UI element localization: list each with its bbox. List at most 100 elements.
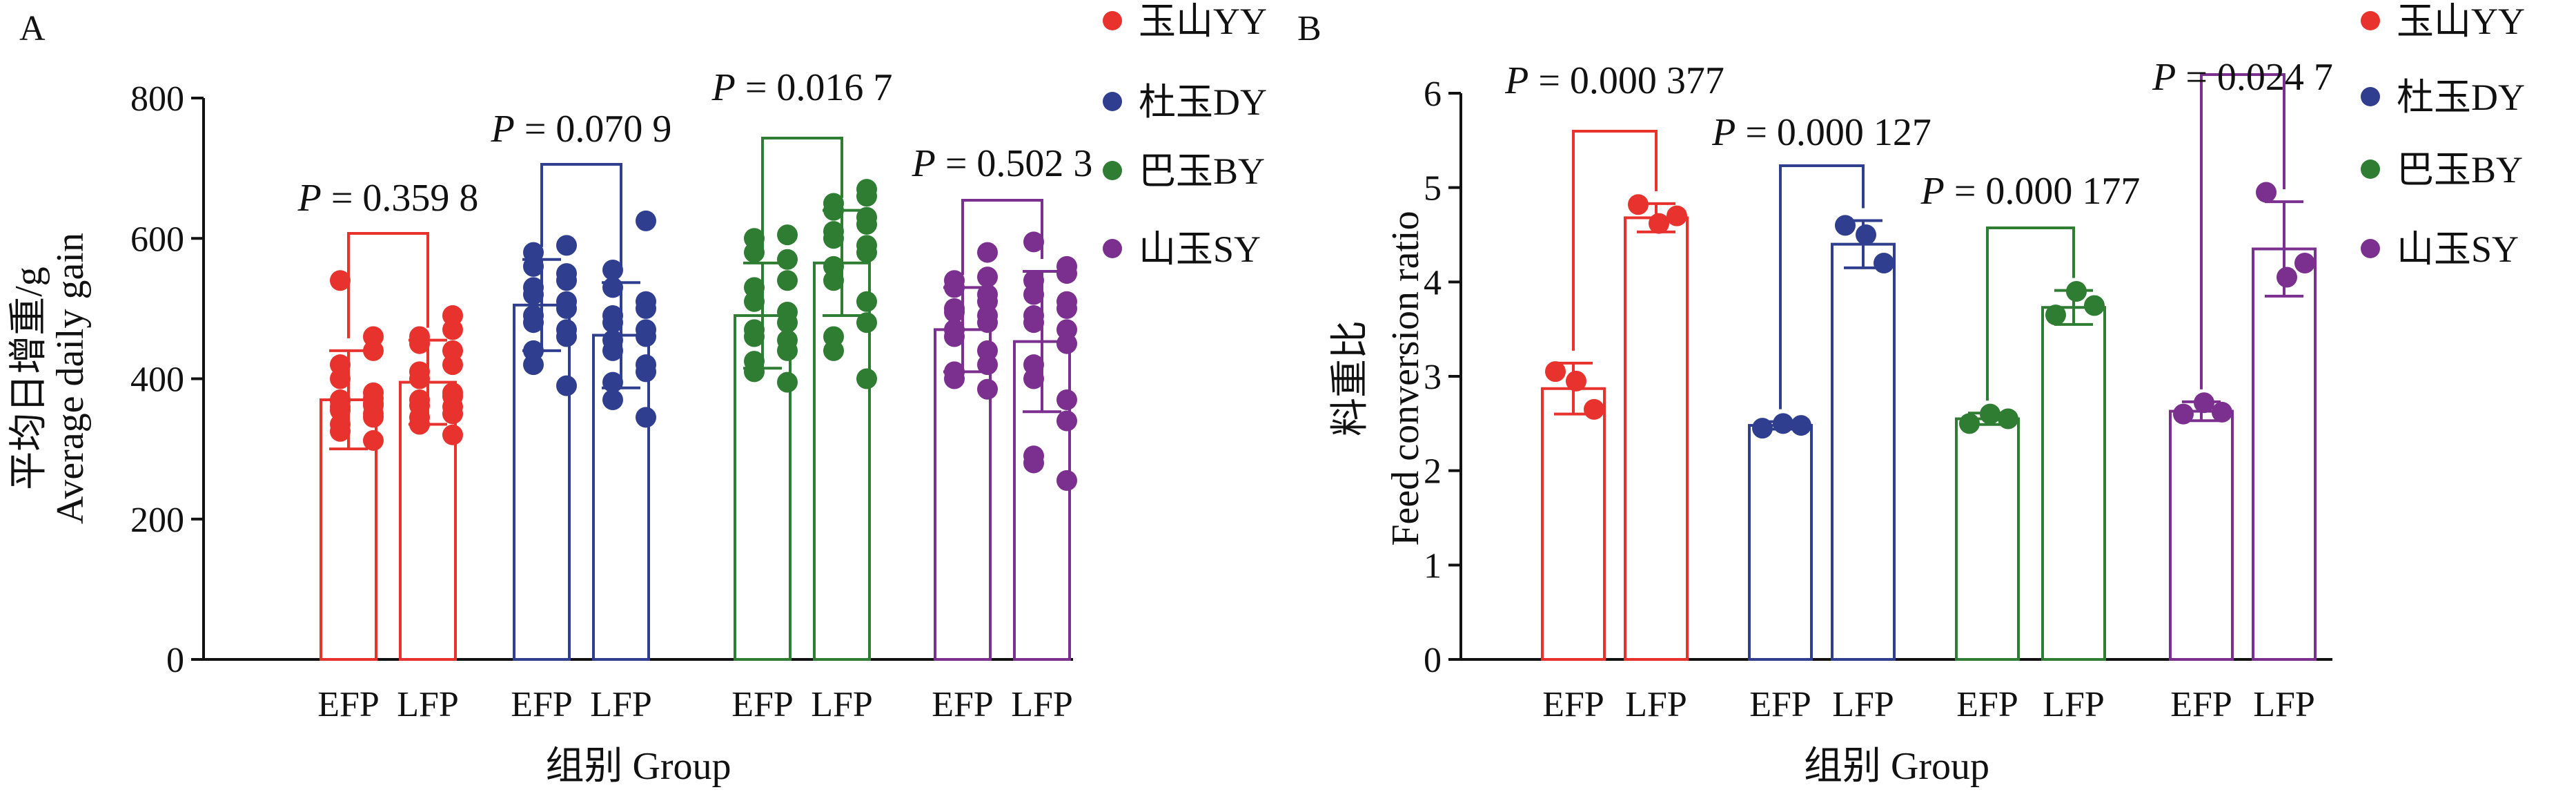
data-point bbox=[1056, 291, 1077, 312]
data-point bbox=[944, 298, 965, 319]
data-point bbox=[556, 291, 577, 312]
data-point bbox=[556, 263, 577, 284]
bar bbox=[513, 303, 571, 661]
y-tick-label: 2 bbox=[1424, 452, 1442, 492]
x-tick-label: EFP bbox=[1956, 685, 2018, 724]
data-point bbox=[777, 301, 798, 322]
legend-label: 玉山YY bbox=[1139, 1, 1267, 42]
significance-bracket bbox=[761, 137, 843, 251]
y-tick-label: 4 bbox=[1424, 263, 1442, 302]
data-point bbox=[856, 179, 877, 200]
bar bbox=[1541, 387, 1606, 661]
p-value-label: P = 0.502 3 bbox=[912, 142, 1093, 185]
legend-marker bbox=[1103, 11, 1122, 30]
bar bbox=[1748, 424, 1813, 661]
data-point bbox=[856, 368, 877, 389]
panel-label: B bbox=[1297, 9, 1321, 48]
data-point bbox=[636, 354, 656, 376]
data-point bbox=[556, 375, 577, 396]
bar bbox=[1831, 242, 1896, 661]
legend-label: 杜玉DY bbox=[2397, 77, 2525, 118]
data-point bbox=[977, 267, 998, 288]
p-value-label: P = 0.070 9 bbox=[491, 108, 672, 151]
data-point bbox=[602, 329, 623, 351]
y-tick-label: 3 bbox=[1424, 358, 1442, 397]
data-point bbox=[1023, 270, 1044, 291]
data-point bbox=[744, 277, 765, 298]
data-point bbox=[442, 424, 463, 445]
y-tick-label: 1 bbox=[1424, 546, 1442, 586]
p-value-label: P = 0.000 177 bbox=[1920, 170, 2141, 213]
y-tick-label: 400 bbox=[130, 360, 184, 400]
data-point bbox=[1056, 389, 1077, 410]
data-point bbox=[944, 319, 965, 340]
data-point bbox=[602, 277, 623, 298]
data-point bbox=[856, 206, 877, 228]
data-point bbox=[2212, 401, 2232, 423]
x-tick-label: EFP bbox=[511, 685, 573, 724]
data-point bbox=[1023, 231, 1044, 253]
data-point bbox=[636, 319, 656, 340]
significance-bracket bbox=[540, 163, 622, 271]
x-tick-label: LFP bbox=[1011, 685, 1073, 724]
data-point bbox=[363, 429, 384, 451]
data-point bbox=[856, 291, 877, 312]
x-tick-label: LFP bbox=[397, 685, 459, 724]
p-value-label: P = 0.359 8 bbox=[297, 177, 479, 220]
data-point bbox=[523, 277, 544, 298]
data-point bbox=[977, 378, 998, 400]
data-point bbox=[2045, 305, 2066, 326]
data-point bbox=[363, 382, 384, 403]
data-point bbox=[777, 249, 798, 270]
data-point bbox=[1545, 361, 1566, 383]
legend-label: 山玉SY bbox=[2397, 229, 2519, 270]
data-point bbox=[977, 284, 998, 305]
data-point bbox=[442, 305, 463, 327]
data-point bbox=[2294, 253, 2315, 273]
data-point bbox=[442, 340, 463, 361]
data-point bbox=[1056, 410, 1077, 432]
data-point bbox=[944, 270, 965, 291]
panel-label: A bbox=[19, 9, 46, 48]
data-point bbox=[1649, 213, 1669, 234]
legend-label: 巴玉BY bbox=[1139, 151, 1265, 192]
data-point bbox=[1959, 413, 1980, 434]
data-point bbox=[1791, 415, 1811, 436]
data-point bbox=[2256, 182, 2277, 203]
data-point bbox=[823, 193, 844, 214]
data-point bbox=[602, 259, 623, 280]
data-point bbox=[777, 371, 798, 393]
y-tick-label: 0 bbox=[166, 641, 184, 680]
x-tick-label: LFP bbox=[2253, 685, 2315, 724]
data-point bbox=[823, 255, 844, 277]
legend-marker bbox=[2361, 87, 2380, 106]
p-value-label: P = 0.000 377 bbox=[1504, 59, 1724, 102]
y-tick-label: 200 bbox=[130, 501, 184, 540]
y-axis-title-en: Average daily gain bbox=[49, 233, 92, 524]
data-point bbox=[602, 389, 623, 410]
x-axis-title: 组别 Group bbox=[545, 745, 731, 788]
legend-marker bbox=[2361, 239, 2380, 258]
p-value-label: P = 0.024 7 bbox=[2152, 56, 2333, 99]
legend-label: 巴玉BY bbox=[2397, 149, 2523, 191]
data-point bbox=[777, 224, 798, 246]
data-point bbox=[1752, 418, 1773, 439]
bar bbox=[1624, 216, 1689, 661]
x-tick-label: LFP bbox=[590, 685, 652, 724]
x-tick-label: EFP bbox=[1542, 685, 1604, 724]
data-point bbox=[856, 235, 877, 256]
legend-marker bbox=[1103, 161, 1122, 180]
data-point bbox=[777, 329, 798, 351]
data-point bbox=[556, 319, 577, 340]
data-point bbox=[2194, 392, 2214, 414]
data-point bbox=[330, 270, 351, 291]
significance-bracket bbox=[347, 232, 429, 338]
data-point bbox=[1584, 398, 1604, 420]
x-tick-label: EFP bbox=[2170, 685, 2232, 724]
legend-label: 玉山YY bbox=[2397, 1, 2525, 42]
data-point bbox=[1566, 370, 1586, 392]
significance-bracket bbox=[1779, 164, 1865, 409]
y-tick-label: 5 bbox=[1424, 169, 1442, 209]
y-tick-label: 0 bbox=[1424, 641, 1442, 680]
